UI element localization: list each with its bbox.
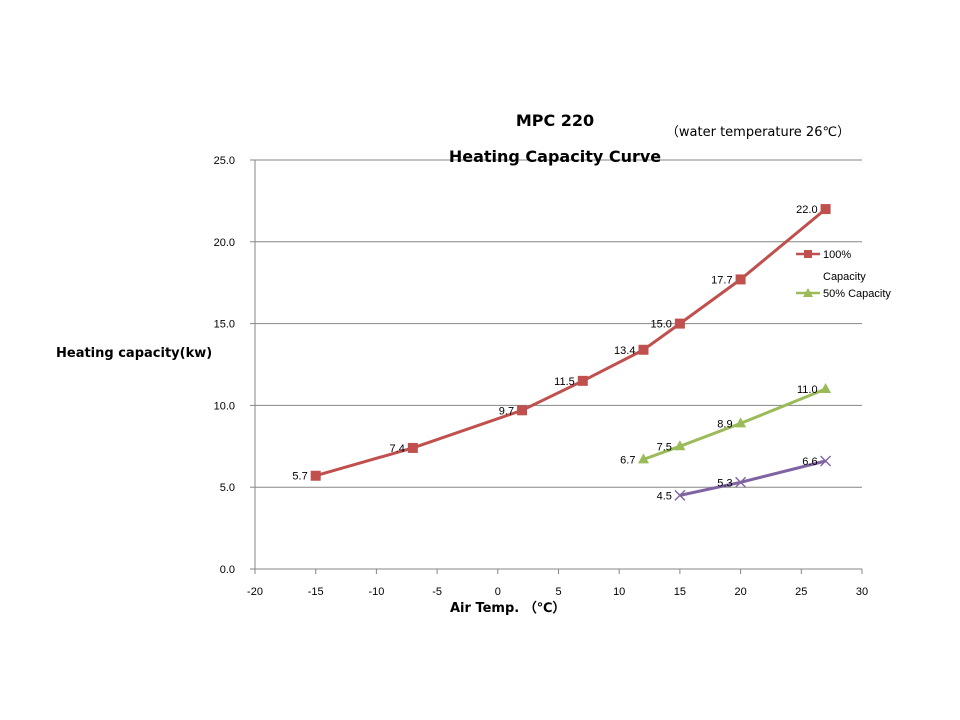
gridlines xyxy=(255,159,862,488)
data-point-square xyxy=(407,442,418,453)
data-label: 11.5 xyxy=(554,376,575,388)
data-point-square xyxy=(638,344,649,355)
chart-title: MPC 220 xyxy=(516,111,594,130)
x-tick-label: -10 xyxy=(368,586,384,598)
data-point-square xyxy=(517,405,528,416)
x-tick-label: -15 xyxy=(308,586,324,598)
data-point-square xyxy=(577,375,588,386)
legend: 100% Capacity 50% Capacity xyxy=(796,249,891,300)
legend-item-100-capacity: 100% Capacity xyxy=(796,249,866,283)
y-tick-label: 10.0 xyxy=(214,400,235,412)
data-point-x xyxy=(674,489,686,501)
legend-item-50-capacity: 50% Capacity xyxy=(796,288,891,300)
x-tick-label: 15 xyxy=(674,586,686,598)
data-label: 15.0 xyxy=(650,319,671,331)
legend-triangle-marker xyxy=(803,288,813,297)
series xyxy=(310,204,832,501)
y-tick-label: 25.0 xyxy=(214,155,235,167)
data-point-square xyxy=(310,470,321,481)
data-point-x xyxy=(820,455,832,467)
x-tick-label: 20 xyxy=(734,586,746,598)
legend-square-marker xyxy=(804,250,812,258)
series-line-0 xyxy=(315,207,827,478)
data-label: 22.0 xyxy=(796,204,817,216)
data-label: 6.7 xyxy=(620,454,635,466)
x-tick-label: 10 xyxy=(613,586,625,598)
data-point-triangle xyxy=(735,417,747,428)
x-tick-label: 0 xyxy=(495,586,501,598)
y-tick-label: 20.0 xyxy=(214,237,235,249)
data-point-triangle xyxy=(674,440,686,451)
data-point-triangle xyxy=(637,453,649,464)
data-label: 5.7 xyxy=(292,471,307,483)
x-tick-label: 30 xyxy=(856,586,868,598)
data-point-triangle xyxy=(820,383,832,394)
data-point-square xyxy=(735,274,746,285)
data-point-x xyxy=(735,476,747,488)
data-label: 17.7 xyxy=(711,274,732,286)
legend-label-capacity: Capacity xyxy=(823,271,866,283)
legend-label-100: 100% xyxy=(823,249,851,261)
x-tick-label: -20 xyxy=(247,586,263,598)
data-label: 8.9 xyxy=(717,418,732,430)
x-tick-label: 25 xyxy=(795,586,807,598)
y-tick-label: 0.0 xyxy=(220,564,235,576)
axes: 0.0 5.0 10.0 15.0 20.0 25.0 -20 -15 -10 -5 0 5 10 15 2… xyxy=(214,155,869,598)
data-label: 5.3 xyxy=(717,477,732,489)
data-label: 11.0 xyxy=(797,384,818,396)
data-point-square xyxy=(674,318,685,329)
data-label: 9.7 xyxy=(499,405,514,417)
data-label: 7.5 xyxy=(657,441,672,453)
y-tick-label: 5.0 xyxy=(220,482,235,494)
data-labels: 5.7 7.4 9.7 11.5 13.4 15.0 17.7 22.0 6.7 7.5 8.9 11… xyxy=(292,204,817,502)
x-tick-label: -5 xyxy=(432,586,442,598)
data-label: 4.5 xyxy=(657,490,672,502)
x-tick-label: 5 xyxy=(555,586,561,598)
y-tick-label: 15.0 xyxy=(214,319,235,331)
chart-subtitle: Heating Capacity Curve xyxy=(449,147,661,166)
chart-note: （water temperature 26℃） xyxy=(666,125,850,140)
data-label: 7.4 xyxy=(390,443,405,455)
data-label: 6.6 xyxy=(802,456,817,468)
x-axis-title: Air Temp. （℃） xyxy=(450,600,565,616)
data-label: 13.4 xyxy=(614,345,635,357)
series-line-1 xyxy=(642,387,827,461)
legend-label-50-capacity: 50% Capacity xyxy=(823,288,891,300)
y-axis-title: Heating capacity(kw) xyxy=(56,346,212,361)
data-point-square xyxy=(820,204,831,215)
